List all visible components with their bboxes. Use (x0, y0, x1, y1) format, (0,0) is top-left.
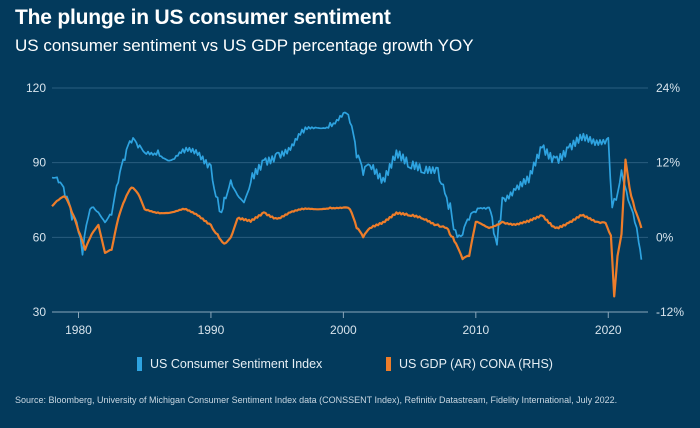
legend-item-sentiment: US Consumer Sentiment Index (137, 357, 322, 371)
y-tick-label-right: 12% (656, 156, 680, 170)
chart-subtitle: US consumer sentiment vs US GDP percenta… (15, 36, 474, 55)
x-tick-label: 2020 (595, 323, 622, 337)
y-tick-label-left: 120 (26, 81, 46, 95)
x-tick-label: 1990 (198, 323, 225, 337)
legend-swatch-sentiment (137, 357, 142, 371)
x-tick-label: 2000 (330, 323, 357, 337)
y-tick-label-right: 24% (656, 81, 680, 95)
x-tick-label: 2010 (462, 323, 489, 337)
chart-title: The plunge in US consumer sentiment (15, 6, 391, 29)
legend-item-gdp: US GDP (AR) CONA (RHS) (386, 357, 553, 371)
y-tick-label-left: 60 (33, 230, 47, 244)
legend-label-sentiment: US Consumer Sentiment Index (150, 357, 323, 371)
y-tick-label-right: 0% (656, 230, 674, 244)
legend-swatch-gdp (386, 357, 391, 371)
series-line-sentiment (51, 111, 643, 260)
y-tick-label-right: -12% (656, 305, 684, 319)
y-tick-label-left: 90 (33, 156, 47, 170)
source-note: Source: Bloomberg, University of Michiga… (15, 395, 618, 405)
legend-label-gdp: US GDP (AR) CONA (RHS) (399, 357, 553, 371)
x-tick-label: 1980 (65, 323, 92, 337)
y-tick-label-left: 30 (33, 305, 47, 319)
series-line-gdp (51, 158, 643, 298)
